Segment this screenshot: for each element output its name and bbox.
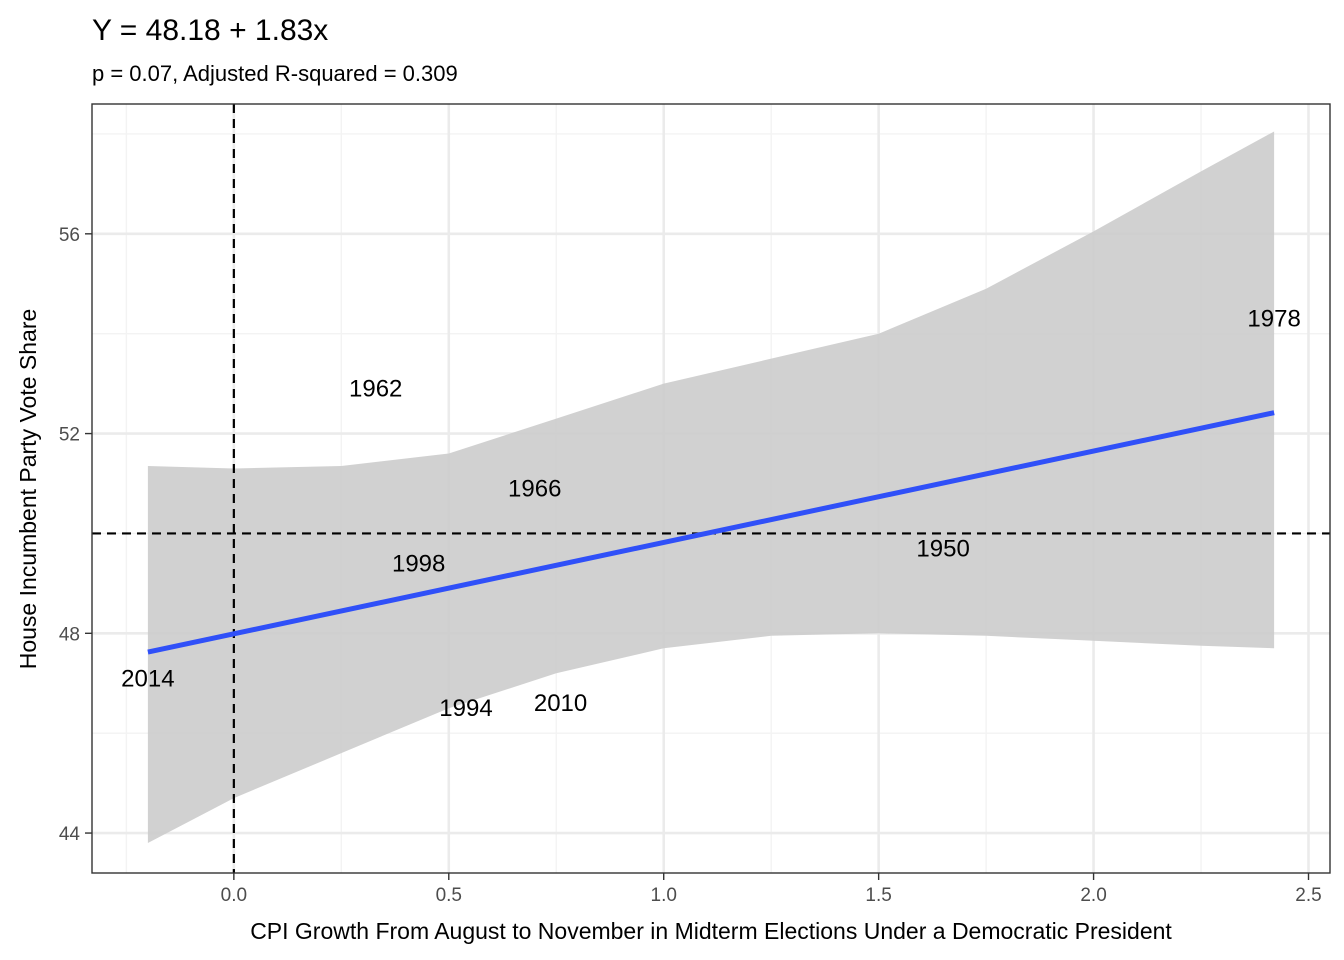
x-tick-label: 1.0 — [651, 885, 677, 906]
y-axis: 44 48 52 56 — [59, 225, 92, 845]
point-label-2014: 2014 — [121, 665, 174, 692]
point-label-1998: 1998 — [392, 550, 445, 577]
plot-panel: 2014 1962 1998 1994 1966 2010 1950 1978 — [91, 103, 1331, 874]
x-tick-label: 2.5 — [1295, 885, 1321, 906]
y-tick-label: 56 — [59, 225, 80, 246]
point-label-1978: 1978 — [1247, 306, 1300, 333]
point-label-2010: 2010 — [534, 690, 587, 717]
point-label-1962: 1962 — [349, 376, 402, 403]
point-label-1994: 1994 — [439, 695, 492, 722]
x-tick-label: 0.5 — [436, 885, 462, 906]
regression-fit-line — [147, 410, 1275, 655]
panel-border — [91, 103, 1331, 874]
chart-title: Y = 48.18 + 1.83x — [92, 14, 328, 47]
point-labels: 2014 1962 1998 1994 1966 2010 1950 1978 — [121, 306, 1301, 722]
x-axis: 0.0 0.5 1.0 1.5 2.0 2.5 — [221, 873, 1322, 906]
confidence-band — [147, 131, 1275, 844]
x-tick-label: 2.0 — [1080, 885, 1106, 906]
y-tick-label: 52 — [59, 425, 80, 446]
x-axis-title: CPI Growth From August to November in Mi… — [250, 918, 1172, 944]
x-tick-label: 0.0 — [221, 885, 247, 906]
point-label-1966: 1966 — [508, 476, 561, 503]
point-label-1950: 1950 — [916, 535, 969, 562]
chart-subtitle: p = 0.07, Adjusted R-squared = 0.309 — [92, 61, 458, 86]
y-axis-title: House Incumbent Party Vote Share — [15, 309, 41, 670]
y-tick-label: 48 — [59, 624, 80, 645]
y-tick-label: 44 — [59, 824, 81, 845]
x-tick-label: 1.5 — [865, 885, 891, 906]
